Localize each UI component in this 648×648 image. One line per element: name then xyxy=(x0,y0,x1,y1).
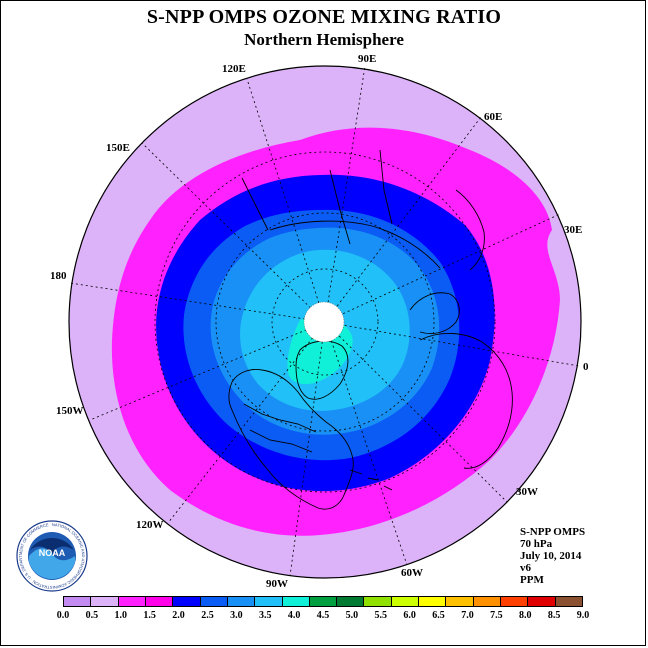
colorbar-segment xyxy=(282,597,310,606)
colorbar-segment xyxy=(118,597,146,606)
colorbar-tick-label: 7.0 xyxy=(461,610,474,621)
coastlines xyxy=(228,149,513,510)
colorbar-tick-label: 9.0 xyxy=(576,610,590,621)
colorbar-tick-label: 4.5 xyxy=(316,610,330,621)
colorbar-tick-label: 5.0 xyxy=(345,610,359,621)
lon-label-30e: 30E xyxy=(564,224,582,236)
colorbar-tick-label: 6.5 xyxy=(432,610,445,621)
colorbar-segment xyxy=(419,597,447,606)
colorbar-tick-label: 1.0 xyxy=(114,610,128,621)
colorbar-segment xyxy=(528,597,556,606)
colorbar-segment xyxy=(64,597,92,606)
info-block: S-NPP OMPS 70 hPa July 10, 2014 v6 PPM xyxy=(520,526,585,586)
colorbar-tick-label: 5.5 xyxy=(374,610,388,621)
colorbar-segment xyxy=(173,597,201,606)
colorbar-segment xyxy=(227,597,256,606)
lon-label-60w: 60W xyxy=(401,567,423,579)
colorbar-labels: 0.0 0.5 1.0 1.5 2.0 2.5 3.0 3.5 4.0 4.5 5.0 5.5 6.0 6… xyxy=(57,610,590,624)
info-units: PPM xyxy=(520,574,544,586)
colorbar-tick-label: 0.5 xyxy=(85,610,99,621)
info-level: 70 hPa xyxy=(520,538,553,550)
polar-no-data xyxy=(303,301,345,343)
colorbar-tick-label: 7.5 xyxy=(490,610,503,621)
colorbar-tick-label: 8.5 xyxy=(547,610,561,621)
colorbar-segment xyxy=(473,597,501,606)
colorbar-segment xyxy=(391,597,420,606)
lon-label-90w: 90W xyxy=(266,578,288,590)
lon-label-120e: 120E xyxy=(222,63,246,75)
colorbar-segment xyxy=(145,597,174,606)
colorbar-segment xyxy=(501,597,529,606)
colorbar-segment xyxy=(555,597,582,606)
lon-label-30w: 30W xyxy=(516,486,538,498)
colorbar-tick-label: 2.5 xyxy=(201,610,214,621)
lon-label-90e: 90E xyxy=(358,53,376,65)
colorbar-tick-label: 2.0 xyxy=(172,610,185,621)
info-date: July 10, 2014 xyxy=(520,550,582,562)
colorbar-segment xyxy=(255,597,283,606)
colorbar-segment xyxy=(337,597,365,606)
lon-label-0: 0 xyxy=(583,361,589,373)
colorbar-segment xyxy=(364,597,392,606)
colorbar-tick-label: 3.0 xyxy=(230,610,243,621)
lon-label-180: 180 xyxy=(50,270,67,282)
colorbar-tick-label: 1.5 xyxy=(143,610,156,621)
colorbar-tick-label: 8.0 xyxy=(518,610,532,621)
colorbar-segment xyxy=(446,597,474,606)
noaa-logo: NOAA NATIONAL OCEANIC AND ATMOSPHERIC AD… xyxy=(16,520,88,592)
lon-label-120w: 120W xyxy=(136,519,164,531)
colorbar xyxy=(63,596,583,607)
colorbar-tick-label: 0.0 xyxy=(56,610,70,621)
map-boundary xyxy=(68,65,582,579)
lon-label-60e: 60E xyxy=(484,111,502,123)
page-title: S-NPP OMPS OZONE MIXING RATIO xyxy=(146,6,502,28)
graticule-parallels xyxy=(154,151,496,493)
colorbar-segment xyxy=(200,597,228,606)
svg-text:NOAA: NOAA xyxy=(39,548,66,558)
info-version: v6 xyxy=(520,562,531,574)
longitude-labels: 90E 60E 30E 0 30W 60W 90W 120W 150W 180 … xyxy=(50,53,589,590)
colorbar-segment xyxy=(309,597,338,606)
colorbar-tick-label: 3.5 xyxy=(258,610,272,621)
colorbar-tick-label: 6.0 xyxy=(403,610,416,621)
graticule-meridians xyxy=(69,65,580,577)
page-subtitle: Northern Hemisphere xyxy=(244,30,404,49)
colorbar-tick-label: 4.0 xyxy=(287,610,301,621)
lon-label-150e: 150E xyxy=(106,142,130,154)
lon-label-150w: 150W xyxy=(56,405,84,417)
colorbar-segment xyxy=(91,597,119,606)
info-instrument: S-NPP OMPS xyxy=(520,526,586,538)
